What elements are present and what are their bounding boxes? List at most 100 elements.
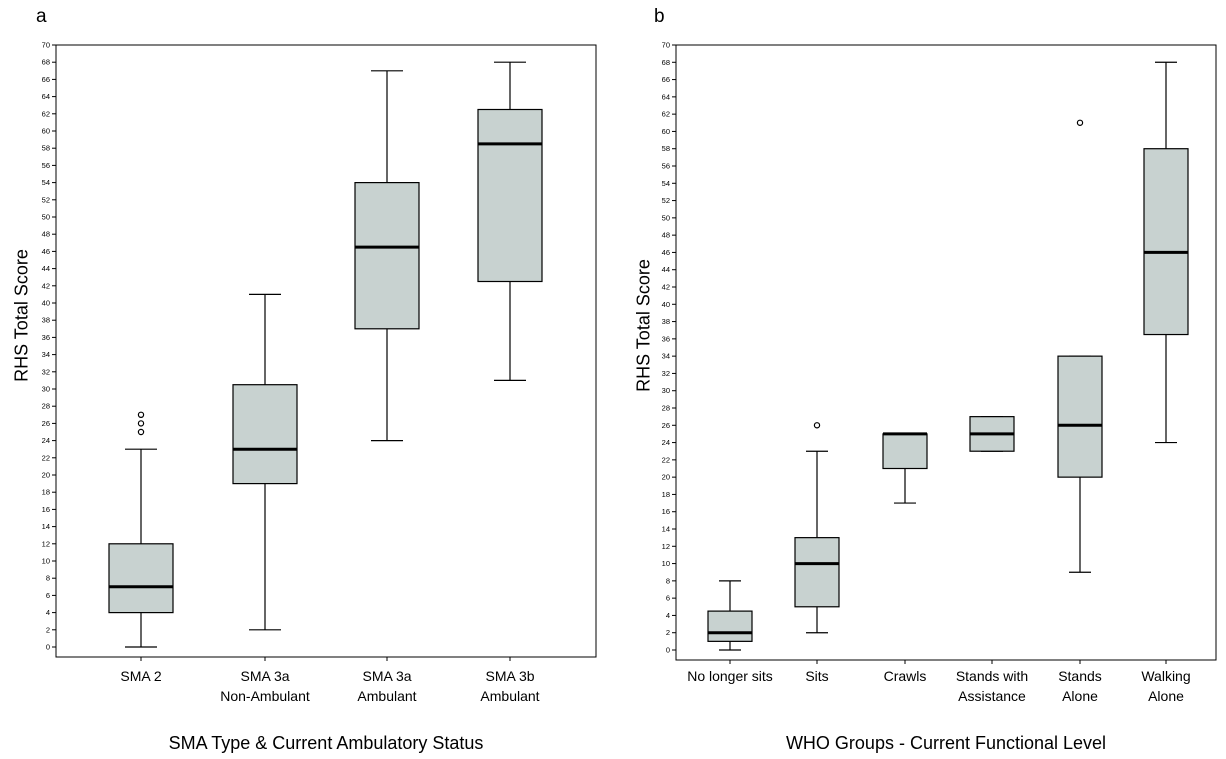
y-tick-label: 20 <box>662 473 670 482</box>
y-tick-label: 30 <box>42 385 50 394</box>
box-iqr <box>882 433 928 470</box>
x-tick-label: SMA 3b <box>485 668 534 684</box>
x-tick-label: Ambulant <box>357 688 416 704</box>
y-tick-label: 42 <box>42 281 50 290</box>
box-1 <box>707 580 753 651</box>
box-iqr <box>477 108 543 283</box>
box-4 <box>969 416 1015 452</box>
y-tick-label: 28 <box>42 402 50 411</box>
panel-b-x-axis-label: WHO Groups - Current Functional Level <box>785 733 1107 753</box>
y-tick-label: 0 <box>666 646 670 655</box>
y-tick-label: 0 <box>46 643 50 652</box>
box-iqr <box>794 537 840 608</box>
y-tick-label: 32 <box>662 369 670 378</box>
x-tick-label: Ambulant <box>480 688 539 704</box>
y-tick-label: 20 <box>42 471 50 480</box>
x-tick-label: SMA 3a <box>362 668 411 684</box>
box-5 <box>1057 119 1103 573</box>
plot-frame <box>675 44 1217 661</box>
y-tick-label: 6 <box>666 594 670 603</box>
box-1 <box>108 411 174 648</box>
x-tick-label: No longer sits <box>687 668 773 684</box>
box-6 <box>1143 61 1189 444</box>
y-tick-label: 6 <box>46 591 50 600</box>
y-tick-label: 40 <box>42 299 50 308</box>
y-tick-label: 12 <box>662 542 670 551</box>
panel-a-x-axis-label: SMA Type & Current Ambulatory Status <box>168 733 484 753</box>
box-iqr <box>232 384 298 485</box>
y-tick-label: 54 <box>42 178 50 187</box>
y-tick-label: 22 <box>42 453 50 462</box>
y-tick-label: 62 <box>662 110 670 119</box>
y-tick-label: 26 <box>662 421 670 430</box>
chart-panel-b: 0246810121416182022242628303234363840424… <box>662 41 1217 704</box>
box-iqr <box>707 610 753 642</box>
x-tick-label: Walking <box>1141 668 1190 684</box>
y-tick-label: 48 <box>662 231 670 240</box>
box-3 <box>354 70 420 442</box>
x-tick-label: Alone <box>1148 688 1184 704</box>
y-tick-label: 8 <box>666 576 670 585</box>
y-tick-label: 32 <box>42 367 50 376</box>
box-2 <box>232 293 298 631</box>
y-tick-label: 26 <box>42 419 50 428</box>
y-tick-label: 44 <box>42 264 50 273</box>
y-tick-label: 10 <box>662 559 670 568</box>
y-tick-label: 4 <box>46 608 50 617</box>
y-tick-label: 64 <box>662 92 670 101</box>
y-tick-label: 24 <box>662 438 670 447</box>
y-tick-label: 28 <box>662 404 670 413</box>
y-tick-label: 52 <box>662 196 670 205</box>
y-tick-label: 10 <box>42 557 50 566</box>
box-iqr <box>1143 148 1189 336</box>
y-tick-label: 16 <box>42 505 50 514</box>
y-tick-label: 58 <box>42 144 50 153</box>
box-iqr <box>1057 355 1103 478</box>
y-tick-label: 46 <box>662 248 670 257</box>
x-tick-label: Alone <box>1062 688 1098 704</box>
outlier-point <box>1076 119 1084 126</box>
x-tick-label: Crawls <box>884 668 927 684</box>
y-tick-label: 38 <box>662 317 670 326</box>
box-iqr <box>354 182 420 330</box>
y-tick-label: 8 <box>46 574 50 583</box>
y-tick-label: 40 <box>662 300 670 309</box>
y-tick-label: 36 <box>662 334 670 343</box>
y-tick-label: 48 <box>42 230 50 239</box>
y-tick-label: 58 <box>662 144 670 153</box>
y-tick-label: 52 <box>42 195 50 204</box>
y-tick-label: 18 <box>662 490 670 499</box>
panel-a-letter: a <box>36 6 47 27</box>
y-tick-label: 2 <box>666 628 670 637</box>
y-tick-label: 12 <box>42 539 50 548</box>
y-tick-label: 68 <box>42 58 50 67</box>
y-tick-label: 60 <box>42 127 50 136</box>
y-tick-label: 50 <box>662 213 670 222</box>
x-tick-label: SMA 3a <box>240 668 289 684</box>
panel-b-letter: b <box>654 6 665 27</box>
x-tick-label: SMA 2 <box>120 668 161 684</box>
plot-frame <box>55 44 597 658</box>
x-tick-label: Non-Ambulant <box>220 688 310 704</box>
y-tick-label: 60 <box>662 127 670 136</box>
box-iqr <box>108 543 174 614</box>
x-tick-label: Sits <box>805 668 828 684</box>
y-tick-label: 64 <box>42 92 50 101</box>
y-tick-label: 16 <box>662 507 670 516</box>
y-tick-label: 34 <box>662 352 670 361</box>
y-tick-label: 62 <box>42 109 50 118</box>
x-tick-label: Stands <box>1058 668 1102 684</box>
y-tick-label: 14 <box>662 525 670 534</box>
y-tick-label: 36 <box>42 333 50 342</box>
y-tick-label: 66 <box>42 75 50 84</box>
outlier-point <box>137 428 145 436</box>
y-tick-label: 56 <box>662 162 670 171</box>
x-tick-label: Assistance <box>958 688 1026 704</box>
y-tick-label: 30 <box>662 386 670 395</box>
y-tick-label: 24 <box>42 436 50 445</box>
y-tick-label: 44 <box>662 265 670 274</box>
box-3 <box>882 432 928 504</box>
outlier-point <box>137 420 145 427</box>
y-tick-label: 38 <box>42 316 50 325</box>
